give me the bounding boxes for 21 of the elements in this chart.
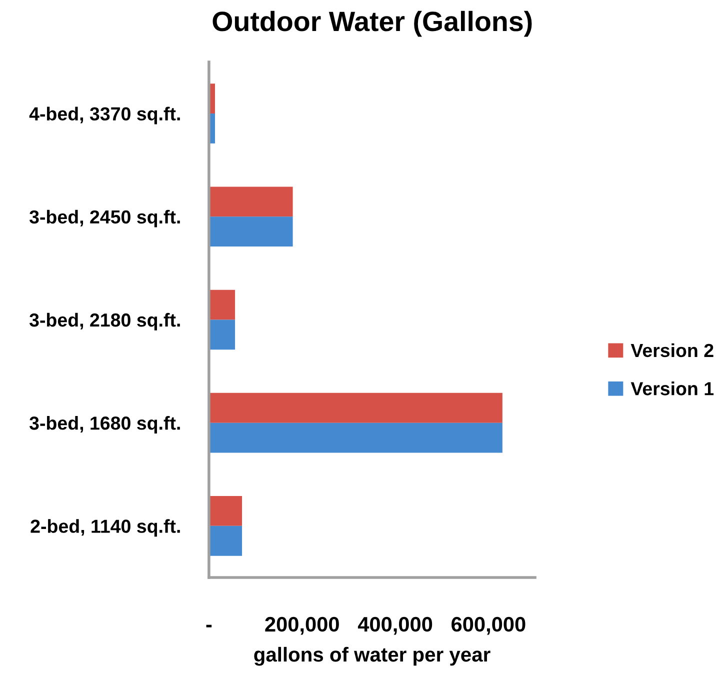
- x-axis-title: gallons of water per year: [254, 646, 490, 666]
- bar: [208, 392, 502, 423]
- x-tick-label: 200,000: [265, 616, 339, 635]
- y-tick-label: 3-bed, 2180 sq.ft.: [29, 312, 180, 330]
- legend-label: Version 2: [630, 343, 714, 358]
- bar: [208, 186, 293, 217]
- x-tick-label: -: [206, 624, 212, 628]
- y-tick-label: 2-bed, 1140 sq.ft.: [30, 519, 180, 537]
- bar: [208, 320, 236, 350]
- bar: [208, 216, 293, 247]
- y-tick-label: 3-bed, 1680 sq.ft.: [29, 416, 180, 434]
- bar: [208, 526, 242, 556]
- y-tick-label: 4-bed, 3370 sq.ft.: [29, 106, 180, 124]
- bar: [208, 496, 242, 526]
- chart-title: Outdoor Water (Gallons): [212, 10, 532, 37]
- bar: [208, 290, 236, 320]
- x-tick-label: 400,000: [358, 616, 432, 635]
- y-tick-label: 3-bed, 2450 sq.ft.: [29, 210, 180, 228]
- bar: [208, 422, 502, 453]
- x-tick-label: 600,000: [452, 616, 526, 635]
- legend-label: Version 1: [630, 382, 714, 396]
